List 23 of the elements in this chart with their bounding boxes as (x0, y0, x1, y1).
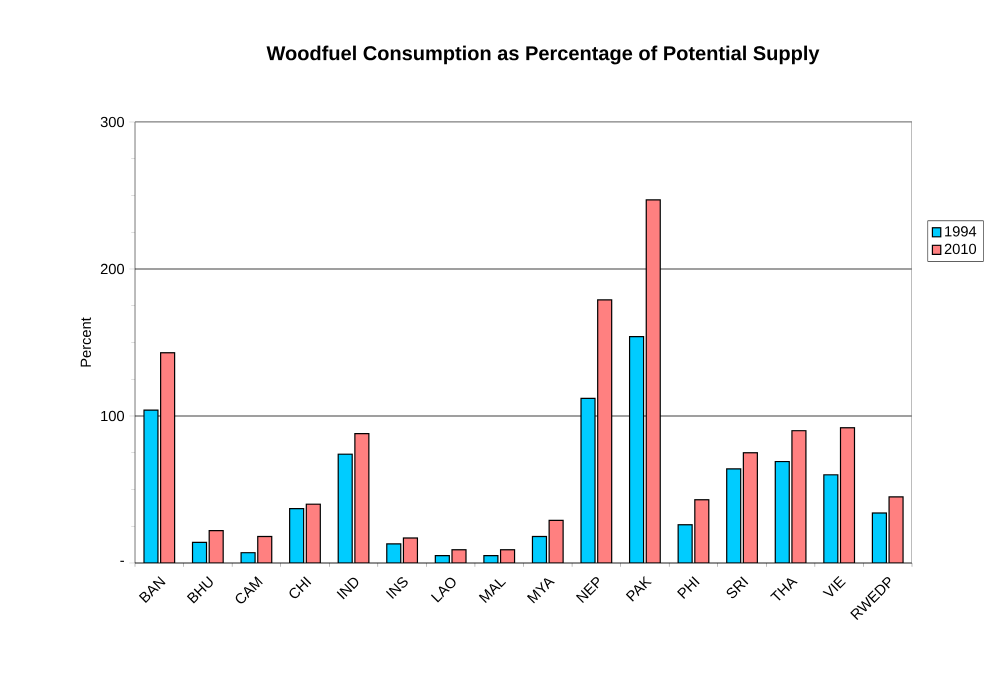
bar (742, 452, 758, 563)
bar (354, 433, 370, 563)
bar (160, 352, 176, 563)
bar (888, 496, 904, 563)
bar (548, 520, 564, 563)
x-tick-label: SRI (726, 576, 748, 598)
y-axis-title: Percent (80, 317, 91, 367)
chart-title: Woodfuel Consumption as Percentage of Potential Supply (266, 46, 820, 64)
x-tick-label: PHI (677, 576, 700, 599)
x-tick-label: THA (770, 578, 798, 601)
y-tick-label: 100 (101, 410, 124, 422)
legend-label: 1994 (945, 226, 976, 237)
x-tick-label: CHI (290, 576, 312, 598)
y-tick-label: - (120, 560, 124, 562)
x-tick-label: MAL (478, 579, 506, 603)
y-tick-label: 200 (100, 264, 124, 274)
y-tick-label: 300 (100, 116, 124, 128)
x-tick-label: IND (336, 578, 358, 600)
x-tick-label: VIE (822, 576, 846, 596)
bar (840, 427, 856, 563)
legend-label: 2010 (944, 244, 976, 254)
bar (791, 430, 807, 563)
x-tick-label: INS (386, 577, 408, 599)
